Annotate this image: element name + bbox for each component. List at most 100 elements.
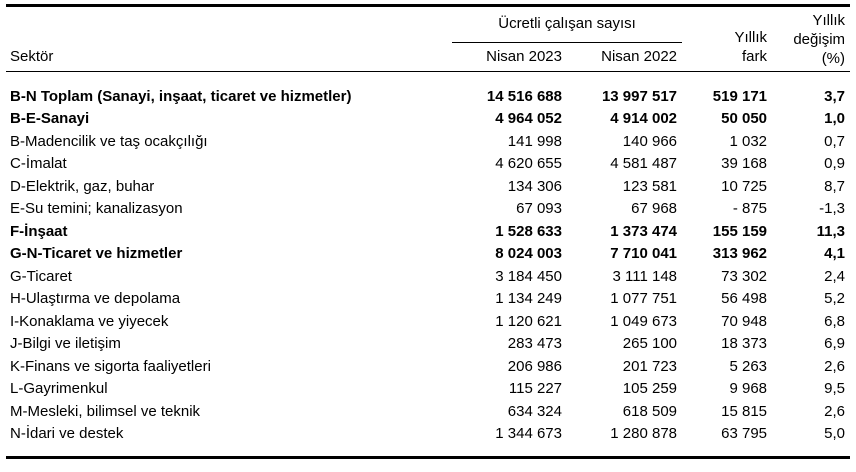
nisan-2023-value-cell: 634 324 [507, 402, 562, 420]
nisan-2022-value-cell: 4 914 002 [610, 110, 678, 128]
column-header-annual-difference: Yıllık fark [682, 6, 772, 72]
annual-change-label-line3: (%) [821, 50, 846, 67]
table-row: G-N-Ticaret ve hizmetler 8 024 003 7 710 0… [6, 243, 850, 266]
annual-difference-value-cell: 313 962 [712, 245, 768, 263]
nisan-2022-value-cell: 1 373 474 [610, 222, 678, 240]
nisan-2022-value-cell: 1 077 751 [610, 290, 678, 308]
sector-cell: D-Elektrik, gaz, buhar [10, 177, 155, 195]
annual-change-pct-value-cell: 2,6 [824, 402, 846, 420]
annual-difference-value-cell: 50 050 [721, 110, 768, 128]
table-row: N-İdari ve destek 1 344 673 1 280 878 63 79… [6, 423, 850, 458]
nisan-2023-value-cell: 1 344 673 [495, 425, 562, 443]
nisan-2023-value-cell: 115 227 [508, 380, 562, 398]
sector-cell: B-N Toplam (Sanayi, inşaat, ticaret ve h… [10, 87, 352, 105]
annual-difference-value-cell: 15 815 [721, 402, 768, 420]
annual-difference-value-cell: 1 032 [729, 132, 768, 150]
sector-employment-table: Sektör Ücretli çalışan sayısı Yıllık far… [6, 4, 851, 459]
annual-difference-value-cell: 155 159 [712, 222, 768, 240]
nisan-2022-value-cell: 4 581 487 [610, 155, 678, 173]
nisan-2023-value-cell: 3 184 450 [495, 267, 562, 285]
nisan-2023-value-cell: 134 306 [507, 177, 562, 195]
table-row: C-İmalat 4 620 655 4 581 487 39 168 0,9 [6, 153, 850, 176]
table-row: I-Konaklama ve yiyecek 1 120 621 1 049 673… [6, 310, 850, 333]
nisan-2023-value-cell: 1 528 633 [495, 222, 562, 240]
column-header-nisan-2022: Nisan 2022 [601, 48, 678, 65]
annual-difference-value-cell: 63 795 [721, 425, 768, 443]
nisan-2022-value-cell: 3 111 148 [612, 267, 678, 285]
sector-cell: C-İmalat [10, 155, 67, 173]
table-row: L-Gayrimenkul 115 227 105 259 9 968 9,5 [6, 378, 850, 401]
annual-change-pct-value-cell: 0,9 [824, 155, 846, 173]
nisan-2022-value-cell: 123 581 [622, 177, 678, 195]
annual-change-pct-value-cell: 1,0 [824, 110, 846, 128]
annual-difference-value-cell: 9 968 [729, 380, 768, 398]
column-group-header-paid-employees: Ücretli çalışan sayısı [452, 5, 683, 43]
annual-change-pct-value-cell: 11,3 [816, 222, 846, 240]
annual-difference-label-line2: fark [742, 48, 768, 65]
nisan-2022-value-cell: 265 100 [622, 335, 678, 353]
table-header: Sektör Ücretli çalışan sayısı Yıllık far… [6, 5, 851, 72]
annual-change-pct-value-cell: 4,1 [824, 245, 846, 263]
annual-change-pct-value-cell: 5,0 [824, 425, 846, 443]
annual-change-pct-value-cell: 0,7 [824, 132, 846, 150]
annual-difference-value-cell: 18 373 [721, 335, 768, 353]
annual-change-label-line2: değişim [793, 31, 846, 48]
nisan-2023-value-cell: 67 093 [516, 200, 562, 218]
nisan-2022-value-cell: 140 966 [622, 132, 678, 150]
nisan-2022-value-cell: 201 723 [622, 357, 678, 375]
annual-change-pct-value-cell: 8,7 [824, 177, 846, 195]
annual-difference-value-cell: 70 948 [721, 312, 768, 330]
table-row: F-İnşaat 1 528 633 1 373 474 155 159 11,3 [6, 220, 850, 243]
table-row: B-E-Sanayi 4 964 052 4 914 002 50 050 1,0 [6, 108, 850, 131]
nisan-2023-value-cell: 206 986 [507, 357, 562, 375]
table-body: B-N Toplam (Sanayi, inşaat, ticaret ve h… [6, 72, 850, 458]
annual-difference-value-cell: 10 725 [721, 177, 768, 195]
annual-difference-value-cell: 73 302 [721, 267, 768, 285]
nisan-2023-value-cell: 1 120 621 [495, 312, 562, 330]
sector-cell: E-Su temini; kanalizasyon [10, 200, 183, 218]
nisan-2023-value-cell: 4 620 655 [495, 155, 562, 173]
annual-change-pct-value-cell: 6,9 [824, 335, 846, 353]
sector-cell: K-Finans ve sigorta faaliyetleri [10, 357, 211, 375]
annual-difference-value-cell: 56 498 [721, 290, 768, 308]
nisan-2022-value-cell: 67 968 [631, 200, 678, 218]
annual-change-pct-value-cell: 3,7 [824, 87, 846, 105]
nisan-2022-value-cell: 105 259 [622, 380, 678, 398]
table-row: J-Bilgi ve iletişim 283 473 265 100 18 373 6… [6, 333, 850, 356]
table-row: H-Ulaştırma ve depolama 1 134 249 1 077 75… [6, 288, 850, 311]
sector-cell: G-Ticaret [10, 267, 72, 285]
nisan-2023-value-cell: 1 134 249 [495, 290, 562, 308]
table-row: G-Ticaret 3 184 450 3 111 148 73 302 2,4 [6, 265, 850, 288]
header-row-group: Sektör Ücretli çalışan sayısı Yıllık far… [6, 5, 850, 67]
nisan-2023-value-cell: 8 024 003 [495, 245, 562, 263]
nisan-2023-value-cell: 141 998 [507, 132, 562, 150]
annual-difference-value-cell: 5 263 [729, 357, 768, 375]
sector-cell: N-İdari ve destek [10, 425, 124, 443]
sector-cell: L-Gayrimenkul [10, 380, 108, 398]
annual-change-pct-value-cell: -1,3 [819, 200, 846, 218]
sector-cell: F-İnşaat [10, 222, 68, 240]
nisan-2023-value-cell: 283 473 [507, 335, 562, 353]
annual-change-pct-value-cell: 2,6 [824, 357, 846, 375]
sector-cell: M-Mesleki, bilimsel ve teknik [10, 402, 201, 420]
sector-employment-table-container: Sektör Ücretli çalışan sayısı Yıllık far… [6, 4, 851, 459]
annual-difference-label-line1: Yıllık [734, 29, 768, 46]
column-header-sector: Sektör [10, 48, 54, 65]
sector-cell: G-N-Ticaret ve hizmetler [10, 245, 183, 263]
nisan-2022-value-cell: 7 710 041 [610, 245, 678, 263]
table-row: E-Su temini; kanalizasyon 67 093 67 968 - 8… [6, 198, 850, 221]
sector-cell: I-Konaklama ve yiyecek [10, 312, 169, 330]
nisan-2022-value-cell: 1 280 878 [610, 425, 678, 443]
table-row: B-Madencilik ve taş ocakçılığı 141 998 140… [6, 130, 850, 153]
table-row: M-Mesleki, bilimsel ve teknik 634 324 618 … [6, 400, 850, 423]
nisan-2023-value-cell: 4 964 052 [495, 110, 562, 128]
annual-change-pct-value-cell: 5,2 [824, 290, 846, 308]
annual-difference-value-cell: 519 171 [712, 87, 768, 105]
annual-change-pct-value-cell: 9,5 [824, 380, 846, 398]
column-header-nisan-2023: Nisan 2023 [486, 48, 562, 65]
nisan-2022-value-cell: 618 509 [622, 402, 678, 420]
sector-cell: B-Madencilik ve taş ocakçılığı [10, 132, 208, 150]
table-row: K-Finans ve sigorta faaliyetleri 206 986 2… [6, 355, 850, 378]
table-row: D-Elektrik, gaz, buhar 134 306 123 581 10 7… [6, 175, 850, 198]
nisan-2022-value-cell: 13 997 517 [601, 87, 678, 105]
